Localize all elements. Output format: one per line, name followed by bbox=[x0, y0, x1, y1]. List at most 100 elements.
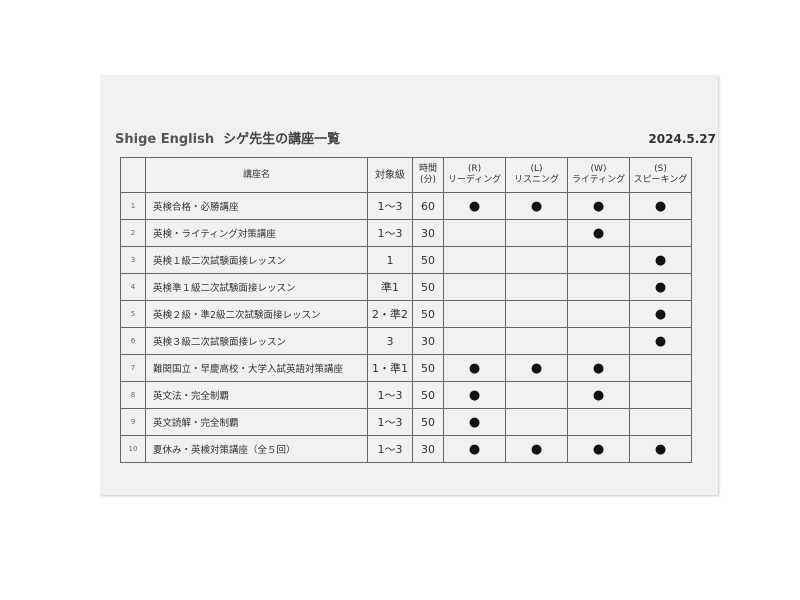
skill-cell: ● bbox=[629, 192, 692, 220]
dot-mark: ● bbox=[654, 279, 667, 295]
dot-mark: ● bbox=[592, 225, 605, 241]
dot-mark: ● bbox=[592, 441, 605, 457]
target-level: 1～3 bbox=[367, 408, 413, 436]
skill-cell bbox=[567, 408, 630, 436]
target-level: 準1 bbox=[367, 273, 413, 301]
dot-mark: ● bbox=[468, 360, 481, 376]
header-skill: (L) リスニング bbox=[505, 157, 568, 193]
dot-mark: ● bbox=[530, 198, 543, 214]
table-row: 6 英検３級二次試験面接レッスン 3 30 ● bbox=[120, 327, 692, 355]
table-row: 9 英文読解・完全制覇 1～3 50 ● bbox=[120, 408, 692, 436]
skill-cell bbox=[629, 381, 692, 409]
skill-code: (W) bbox=[590, 164, 607, 174]
header-skill: (R) リーディング bbox=[443, 157, 506, 193]
dot-mark: ● bbox=[654, 333, 667, 349]
table-row: 3 英検１級二次試験面接レッスン 1 50 ● bbox=[120, 246, 692, 274]
dot-mark: ● bbox=[468, 414, 481, 430]
target-level: 1～3 bbox=[367, 435, 413, 463]
document-date: 2024.5.27 bbox=[648, 132, 716, 146]
document-title: Shige English シゲ先生の講座一覧 bbox=[115, 128, 340, 147]
row-number: 8 bbox=[120, 381, 146, 409]
header-level: 対象級 bbox=[367, 157, 413, 193]
skill-cell: ● bbox=[629, 327, 692, 355]
course-name: 英検１級二次試験面接レッスン bbox=[145, 246, 368, 274]
table-row: 4 英検準１級二次試験面接レッスン 準1 50 ● bbox=[120, 273, 692, 301]
duration: 50 bbox=[412, 273, 444, 301]
row-number: 1 bbox=[120, 192, 146, 220]
header-number bbox=[120, 157, 146, 193]
header-skill: (S) スピーキング bbox=[629, 157, 692, 193]
row-number: 5 bbox=[120, 300, 146, 328]
dot-mark: ● bbox=[530, 441, 543, 457]
skill-cell bbox=[629, 354, 692, 382]
header-row: 講座名 対象級 時間 (分) (R) リーディング (L) リスニング (W) ライティング… bbox=[120, 157, 692, 193]
target-level: 1・準1 bbox=[367, 354, 413, 382]
skill-cell: ● bbox=[629, 435, 692, 463]
skill-cell bbox=[505, 219, 568, 247]
table-row: 10 夏休み・英検対策講座（全５回） 1～3 30 ● ● ● ● bbox=[120, 435, 692, 463]
dot-mark: ● bbox=[654, 198, 667, 214]
target-level: 1 bbox=[367, 246, 413, 274]
skill-cell: ● bbox=[567, 435, 630, 463]
dot-mark: ● bbox=[530, 360, 543, 376]
skill-cell bbox=[443, 273, 506, 301]
duration: 60 bbox=[412, 192, 444, 220]
skill-cell: ● bbox=[567, 354, 630, 382]
skill-label: リーディング bbox=[447, 175, 502, 185]
skill-cell bbox=[629, 219, 692, 247]
skill-cell: ● bbox=[443, 435, 506, 463]
header-course-name: 講座名 bbox=[145, 157, 368, 193]
row-number: 7 bbox=[120, 354, 146, 382]
course-name: 英検準１級二次試験面接レッスン bbox=[145, 273, 368, 301]
course-name: 英文読解・完全制覇 bbox=[145, 408, 368, 436]
duration: 30 bbox=[412, 435, 444, 463]
skill-cell: ● bbox=[443, 381, 506, 409]
skill-cell bbox=[567, 246, 630, 274]
skill-cell: ● bbox=[505, 354, 568, 382]
dot-mark: ● bbox=[468, 387, 481, 403]
dot-mark: ● bbox=[592, 198, 605, 214]
table-row: 8 英文法・完全制覇 1～3 50 ● ● bbox=[120, 381, 692, 409]
skill-cell: ● bbox=[505, 435, 568, 463]
skill-cell bbox=[505, 300, 568, 328]
skill-cell: ● bbox=[629, 273, 692, 301]
course-name: 英検合格・必勝講座 bbox=[145, 192, 368, 220]
skill-label: リスニング bbox=[513, 175, 559, 185]
duration: 50 bbox=[412, 408, 444, 436]
target-level: 1～3 bbox=[367, 192, 413, 220]
table-row: 1 英検合格・必勝講座 1～3 60 ● ● ● ● bbox=[120, 192, 692, 220]
course-name: 英検３級二次試験面接レッスン bbox=[145, 327, 368, 355]
document-paper: Shige English シゲ先生の講座一覧 2024.5.27 講座名 対象… bbox=[100, 75, 718, 495]
row-number: 6 bbox=[120, 327, 146, 355]
skill-cell bbox=[443, 219, 506, 247]
duration: 50 bbox=[412, 354, 444, 382]
target-level: 1～3 bbox=[367, 219, 413, 247]
brand-name: Shige English bbox=[115, 132, 215, 147]
skill-cell bbox=[567, 273, 630, 301]
row-number: 9 bbox=[120, 408, 146, 436]
dot-mark: ● bbox=[654, 441, 667, 457]
dot-mark: ● bbox=[468, 198, 481, 214]
skill-cell bbox=[443, 300, 506, 328]
skill-label: スピーキング bbox=[633, 175, 688, 185]
skill-code: (L) bbox=[530, 164, 543, 174]
dot-mark: ● bbox=[654, 252, 667, 268]
dot-mark: ● bbox=[592, 387, 605, 403]
dot-mark: ● bbox=[592, 360, 605, 376]
skill-cell bbox=[443, 327, 506, 355]
duration: 50 bbox=[412, 381, 444, 409]
course-name: 夏休み・英検対策講座（全５回） bbox=[145, 435, 368, 463]
table-row: 2 英検・ライティング対策講座 1～3 30 ● bbox=[120, 219, 692, 247]
skill-cell bbox=[443, 246, 506, 274]
subtitle: シゲ先生の講座一覧 bbox=[223, 132, 341, 147]
table-row: 7 難関国立・早慶高校・大学入試英語対策講座 1・準1 50 ● ● ● bbox=[120, 354, 692, 382]
skill-cell bbox=[505, 327, 568, 355]
duration: 30 bbox=[412, 327, 444, 355]
table-row: 5 英検２級・準2級二次試験面接レッスン 2・準2 50 ● bbox=[120, 300, 692, 328]
skill-cell: ● bbox=[629, 300, 692, 328]
dot-mark: ● bbox=[654, 306, 667, 322]
header-time: 時間 (分) bbox=[412, 157, 444, 193]
skill-cell: ● bbox=[443, 408, 506, 436]
duration: 30 bbox=[412, 219, 444, 247]
skill-cell: ● bbox=[443, 192, 506, 220]
